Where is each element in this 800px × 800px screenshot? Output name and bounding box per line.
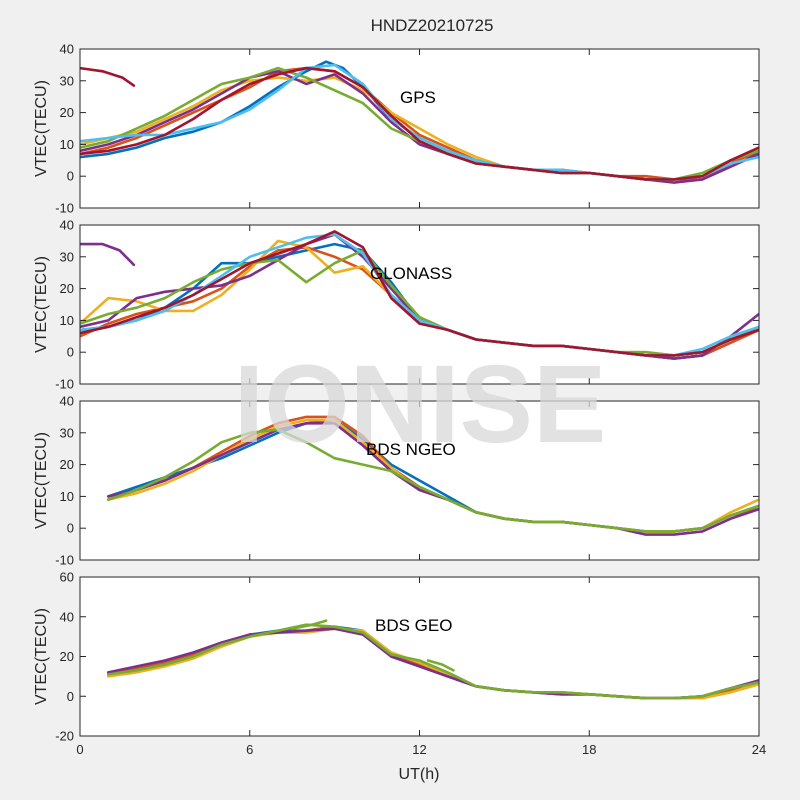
y-tick-label: -10 [55,201,74,216]
y-axis-label: VTEC(TECU) [33,256,50,353]
y-tick-label: 20 [60,105,74,120]
x-tick-label: 12 [412,742,426,757]
series-line-5 [107,623,759,700]
y-tick-label: -10 [55,377,74,392]
y-tick-label: 0 [67,169,74,184]
y-axis-label: VTEC(TECU) [33,432,50,529]
panel-1: -10 0 10 20 30 40 VTEC(TECU) GPS [33,42,760,216]
y-tick-label: -20 [55,729,74,744]
y-tick-label: 10 [60,489,74,504]
series-segment-1 [80,242,136,267]
series-line-4 [107,422,759,536]
series-group [80,230,759,360]
y-tick-label: 0 [67,521,74,536]
y-tick-label: 30 [60,425,74,440]
x-tick-label: 24 [752,742,766,757]
series-line-5 [107,428,759,533]
x-axis-label: UT(h) [399,766,440,783]
y-tick-label: -10 [55,553,74,568]
y-axis-label: VTEC(TECU) [33,608,50,705]
plot-area [80,225,759,384]
series-line-2 [80,66,759,181]
panel-annotation: BDS GEO [375,616,452,635]
series-group [107,619,759,700]
y-tick-label: 20 [60,457,74,472]
panel-2: -10 0 10 20 30 40 VTEC(TECU) GLONASS [33,218,760,392]
x-tick-label: 18 [582,742,596,757]
panel-annotation: GLONASS [370,264,452,283]
series-segment-1 [290,619,328,630]
y-tick-label: 40 [60,394,74,409]
y-tick-label: 0 [67,345,74,360]
series-group [80,60,759,184]
panel-3: -10 0 10 20 30 40 VTEC(TECU) BDS NGEO [33,394,760,568]
series-segment-2 [426,659,455,672]
y-tick-label: 30 [60,73,74,88]
y-tick-label: 40 [60,42,74,57]
y-axis-label: VTEC(TECU) [33,80,50,177]
series-line-7 [80,230,759,357]
watermark: IONISE [234,343,607,466]
x-tick-label: 0 [76,742,83,757]
series-segment-1 [80,66,136,87]
y-tick-label: 10 [60,313,74,328]
panel-annotation: BDS NGEO [366,440,456,459]
y-tick-label: 40 [60,609,74,624]
panel-annotation: GPS [400,88,436,107]
y-tick-label: 20 [60,281,74,296]
y-tick-label: 10 [60,137,74,152]
series-group [107,415,759,536]
series-line-7 [80,66,759,181]
y-tick-label: 30 [60,249,74,264]
y-tick-label: 20 [60,649,74,664]
y-tick-label: 60 [60,570,74,585]
figure-title: HNDZ20210725 [371,16,494,35]
y-tick-label: 0 [67,689,74,704]
x-tick-label: 6 [246,742,253,757]
series-line-5 [80,249,759,357]
y-tick-label: 40 [60,218,74,233]
